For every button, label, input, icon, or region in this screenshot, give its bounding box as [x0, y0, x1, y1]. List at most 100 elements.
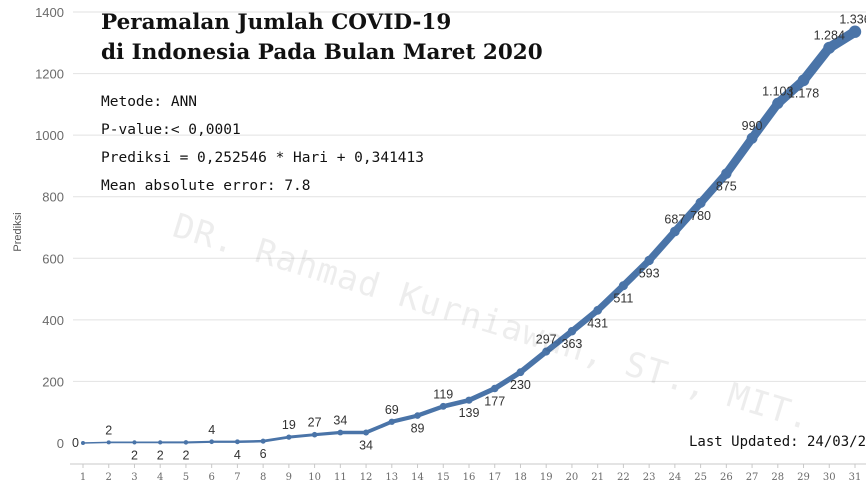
data-label: 363 [562, 337, 583, 351]
data-labels: 0 2 2 2 2 4 4 6 19 27 34 34 69 89 119 139 177 230 297 363 43… [72, 13, 866, 463]
x-tick-label: 18 [514, 472, 527, 483]
line-segment [619, 256, 653, 290]
line-segment [389, 413, 420, 424]
x-tick-label: 26 [720, 472, 733, 483]
data-label: 2 [182, 448, 189, 462]
mae-text: Mean absolute error: 7.8 [101, 178, 311, 194]
data-label: 6 [260, 447, 267, 461]
data-point [644, 255, 654, 266]
line-segment [236, 439, 265, 444]
data-point [439, 402, 447, 410]
data-label: 2 [131, 448, 138, 462]
line-segment [696, 169, 731, 207]
data-label: 4 [234, 448, 241, 462]
line-segment [798, 42, 835, 86]
line-segment [492, 369, 524, 392]
y-tick-label: 800 [42, 190, 64, 205]
line-segment [312, 430, 342, 437]
formula-text: Prediksi = 0,252546 * Hari + 0,341413 [101, 150, 425, 166]
x-tick-label: 7 [234, 472, 240, 483]
method-text: Metode: ANN [101, 94, 198, 110]
data-point [260, 438, 266, 444]
y-tick-label: 400 [42, 313, 64, 328]
y-tick-label: 0 [57, 436, 64, 451]
y-tick-label: 1000 [35, 128, 64, 143]
x-tick-label: 25 [694, 472, 707, 483]
data-point [414, 412, 421, 419]
x-tick-label: 11 [334, 472, 347, 483]
x-tick-label: 15 [437, 472, 450, 483]
data-point [183, 440, 189, 445]
x-tick-label: 1 [80, 472, 86, 483]
data-point [669, 226, 680, 237]
x-tick-label: 8 [260, 472, 266, 483]
line-segment [722, 134, 757, 178]
line-segment [594, 282, 627, 314]
data-label: 511 [613, 292, 633, 306]
line-segment [568, 307, 601, 335]
title-line-2: di Indonesia Pada Bulan Maret 2020 [101, 40, 543, 65]
line-segment [287, 433, 317, 439]
data-label: 1.178 [788, 86, 819, 100]
data-label: 139 [459, 406, 480, 420]
data-point [746, 132, 758, 144]
x-tick-label: 10 [308, 472, 321, 483]
x-tick-label: 20 [566, 472, 579, 483]
data-point [567, 327, 577, 336]
data-point [286, 434, 292, 440]
x-tick-label: 9 [286, 472, 292, 483]
data-label: 69 [385, 403, 399, 417]
x-tick-label: 3 [131, 472, 137, 483]
line-segment [440, 397, 472, 409]
data-label: 593 [639, 266, 660, 280]
data-point [388, 418, 395, 425]
data-point [797, 74, 810, 87]
y-tick-label: 1400 [35, 5, 64, 20]
data-label: 687 [664, 213, 685, 227]
data-label: 89 [411, 422, 425, 436]
data-point [311, 431, 318, 438]
data-label: 230 [510, 378, 531, 392]
data-label: 34 [333, 414, 347, 428]
x-tick-label: 24 [668, 472, 681, 483]
x-tick-label: 14 [411, 472, 424, 483]
line-segment [415, 404, 446, 418]
data-point [490, 384, 499, 393]
last-updated-text: Last Updated: 24/03/2020 [689, 434, 866, 450]
data-label: 19 [282, 418, 296, 432]
data-label: 1.103 [762, 84, 793, 98]
data-label: 2 [105, 423, 112, 437]
data-point [772, 97, 784, 110]
data-point [516, 368, 525, 377]
data-label: 27 [308, 416, 322, 430]
data-point [823, 41, 836, 54]
data-points [81, 25, 862, 445]
line-segment [184, 440, 213, 444]
line-segment [261, 435, 291, 443]
x-tick-label: 13 [385, 472, 398, 483]
data-point [81, 441, 85, 445]
x-tick-label: 2 [106, 472, 112, 483]
data-point [848, 25, 862, 38]
data-point [465, 396, 473, 404]
line-segment [671, 199, 705, 236]
x-tick-label: 30 [823, 472, 836, 483]
data-point [695, 197, 706, 208]
data-label: 431 [587, 316, 608, 330]
data-point [721, 168, 732, 179]
x-tick-label: 29 [797, 472, 810, 483]
data-label: 875 [716, 180, 737, 194]
data-point [234, 439, 240, 445]
y-tick-label: 200 [42, 374, 64, 389]
data-point [363, 429, 370, 436]
x-tick-label: 17 [488, 472, 501, 483]
data-point [209, 439, 215, 445]
chart-title: Peramalan Jumlah COVID-19 di Indonesia P… [101, 8, 543, 68]
data-label: 780 [690, 209, 711, 223]
pvalue-text: P-value:< 0,0001 [101, 122, 241, 138]
data-label: 990 [742, 119, 763, 133]
data-point [593, 305, 603, 315]
line-segment [466, 386, 498, 403]
